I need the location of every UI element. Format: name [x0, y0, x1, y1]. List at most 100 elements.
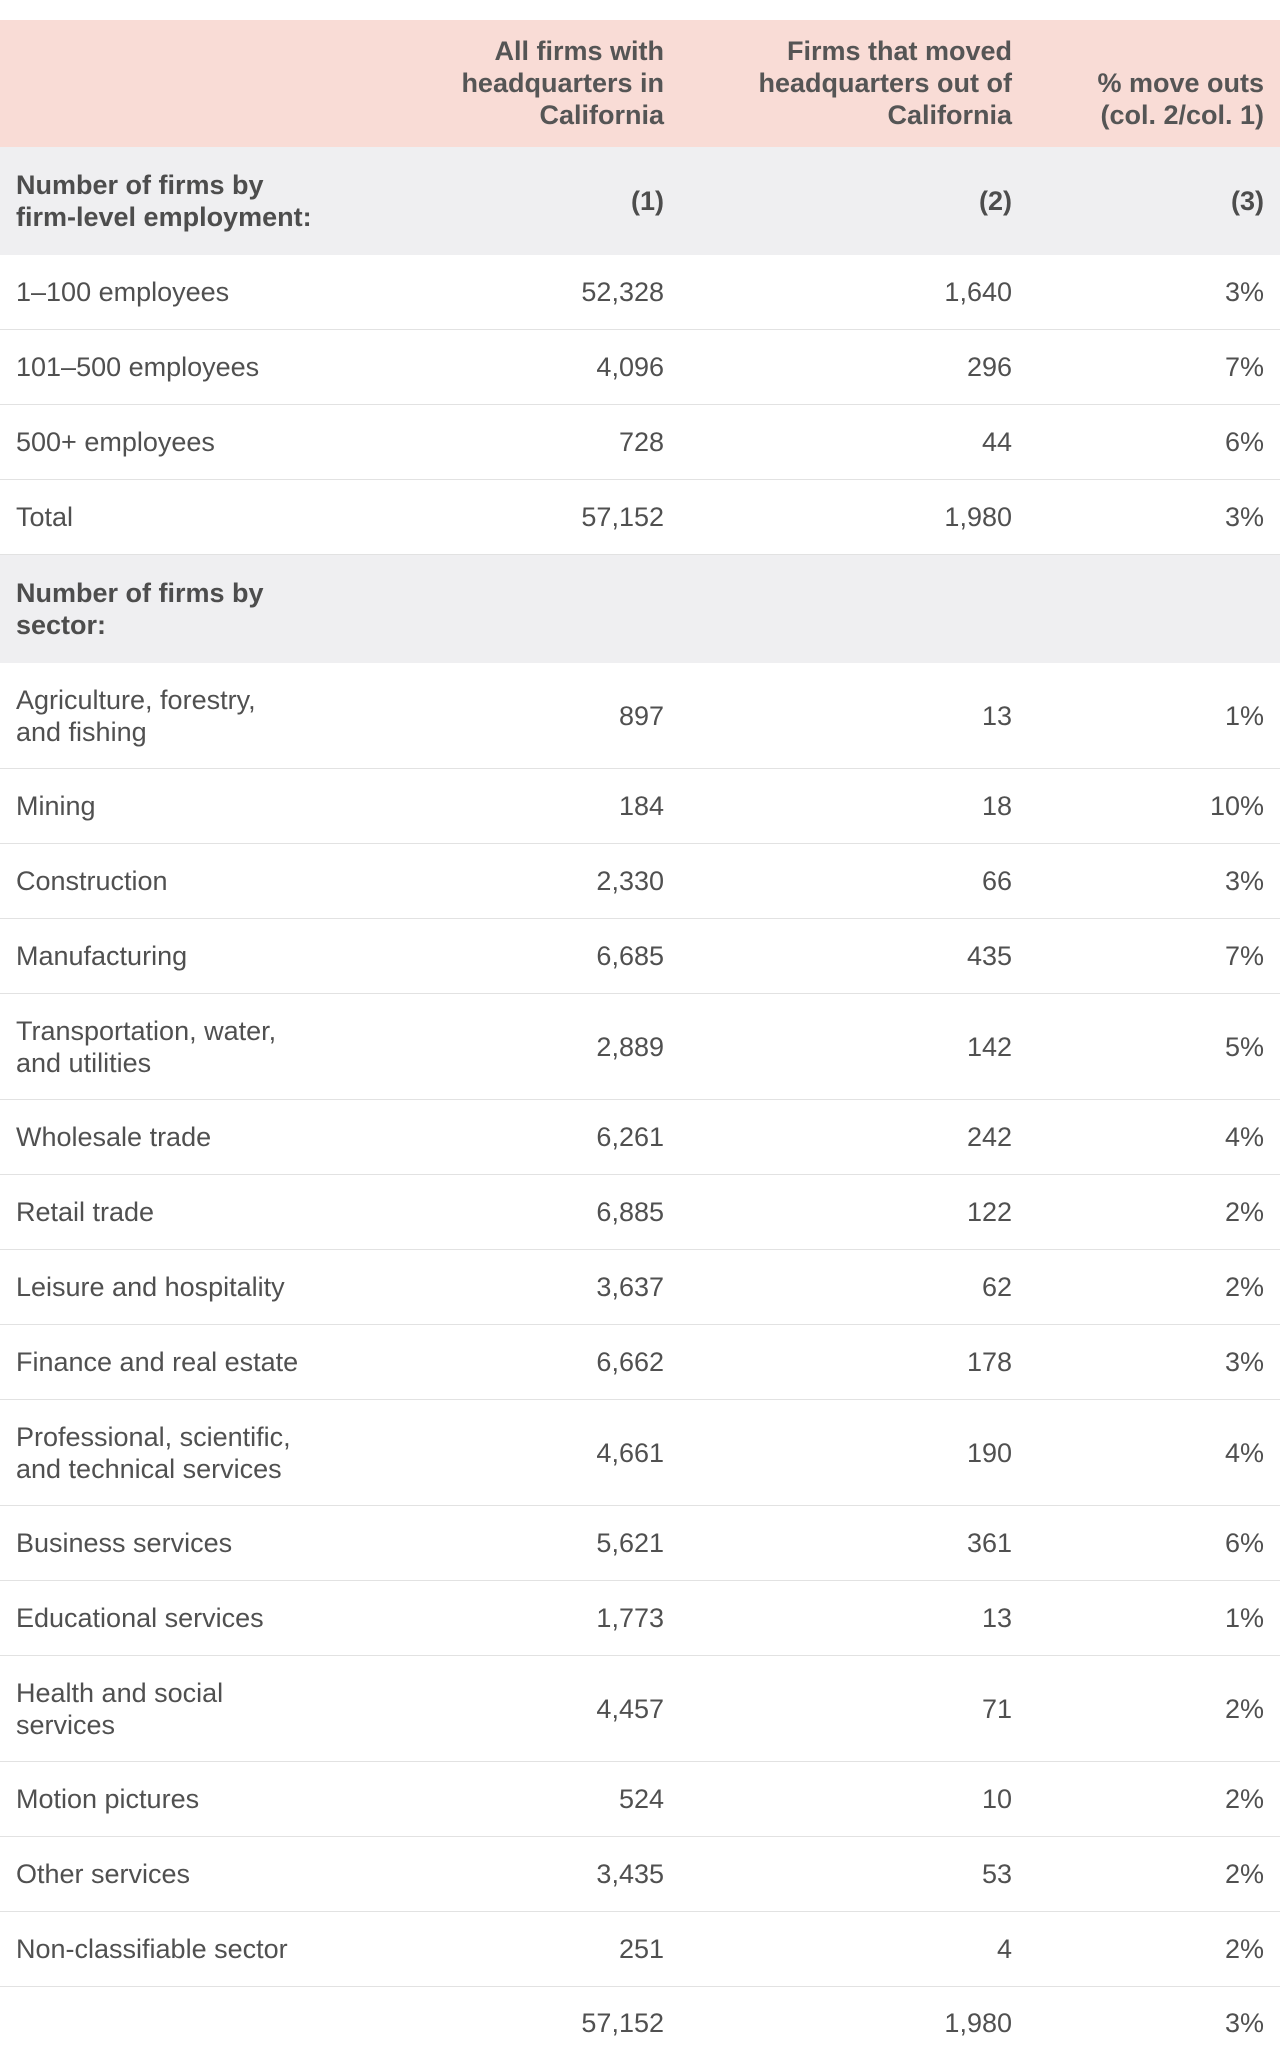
section-title-line: firm-level employment:	[16, 202, 312, 232]
row-label: Other services	[0, 1836, 350, 1912]
cell-value: 7%	[1028, 329, 1280, 405]
cell-value: 71	[680, 1655, 1028, 1762]
table-row: Leisure and hospitality 3,637 62 2%	[0, 1249, 1280, 1325]
row-label-line: and technical services	[16, 1453, 282, 1484]
row-label-line: Leisure and hospitality	[16, 1272, 285, 1302]
cell-value: 3%	[1028, 479, 1280, 555]
cell-value: 6,261	[350, 1099, 680, 1175]
column-number: (1)	[631, 186, 664, 216]
row-label: 500+ employees	[0, 404, 350, 480]
row-label: Motion pictures	[0, 1761, 350, 1837]
row-label-line: Non-classifiable sector	[16, 1934, 288, 1964]
section-title-line: Number of firms by	[16, 578, 264, 608]
row-label-line: Transportation, water,	[16, 1015, 277, 1046]
table-row: Business services 5,621 361 6%	[0, 1505, 1280, 1581]
column-number: (2)	[979, 186, 1012, 216]
row-label: 1–100 employees	[0, 255, 350, 330]
cell-value: 524	[350, 1761, 680, 1837]
cell-value: 6,662	[350, 1324, 680, 1400]
cell-value: 7%	[1028, 918, 1280, 994]
column-header-1: All firms with headquarters in California	[350, 20, 680, 147]
column-number	[680, 555, 1028, 664]
cell-value: 1,980	[680, 479, 1028, 555]
cell-value: 2%	[1028, 1911, 1280, 1987]
cell-value: 296	[680, 329, 1028, 405]
cell-value: 2%	[1028, 1249, 1280, 1325]
row-label: Transportation, water, and utilities	[0, 993, 350, 1100]
column-header-row: All firms with headquarters in California F…	[0, 20, 1280, 147]
cell-value: 57,152	[350, 479, 680, 555]
cell-value: 10%	[1028, 768, 1280, 844]
column-header-line: headquarters in	[461, 68, 664, 98]
table-row: Motion pictures 524 10 2%	[0, 1761, 1280, 1837]
table-row: Retail trade 6,885 122 2%	[0, 1174, 1280, 1250]
column-header-line: % move outs	[1097, 68, 1264, 98]
row-label-line: and utilities	[16, 1047, 152, 1078]
cell-value: 242	[680, 1099, 1028, 1175]
row-label-line: 101–500 employees	[16, 352, 260, 382]
row-label: Business services	[0, 1505, 350, 1581]
cell-value: 62	[680, 1249, 1028, 1325]
column-header-2: Firms that moved headquarters out of Calif…	[680, 20, 1028, 147]
row-label: Construction	[0, 843, 350, 919]
table-row: 101–500 employees 4,096 296 7%	[0, 329, 1280, 405]
table-row: 500+ employees 728 44 6%	[0, 404, 1280, 480]
row-label-line: Wholesale trade	[16, 1122, 212, 1152]
firm-headquarters-table: All firms with headquarters in California F…	[0, 20, 1280, 2059]
cell-value: 2,889	[350, 993, 680, 1100]
row-label-line: and fishing	[16, 716, 147, 747]
cell-value: 4,661	[350, 1399, 680, 1506]
cell-value: 4,096	[350, 329, 680, 405]
table-row: Finance and real estate 6,662 178 3%	[0, 1324, 1280, 1400]
cell-value: 3%	[1028, 255, 1280, 330]
table-row: Transportation, water, and utilities 2,889…	[0, 993, 1280, 1100]
row-label-line: Health and social	[16, 1677, 224, 1708]
column-header-line: headquarters out of	[758, 68, 1012, 98]
cell-value: 5%	[1028, 993, 1280, 1100]
row-label: 101–500 employees	[0, 329, 350, 405]
column-header-line: California	[887, 100, 1012, 130]
cell-value: 3,435	[350, 1836, 680, 1912]
cell-value: 1,773	[350, 1580, 680, 1656]
cell-value: 4%	[1028, 1099, 1280, 1175]
cell-value: 361	[680, 1505, 1028, 1581]
row-label: Leisure and hospitality	[0, 1249, 350, 1325]
cell-value: 4%	[1028, 1399, 1280, 1506]
cell-value: 190	[680, 1399, 1028, 1506]
row-label: Wholesale trade	[0, 1099, 350, 1175]
table-row: Mining 184 18 10%	[0, 768, 1280, 844]
cell-value: 10	[680, 1761, 1028, 1837]
row-label-line: Agriculture, forestry,	[16, 684, 256, 715]
cell-value: 2%	[1028, 1761, 1280, 1837]
table-row: Construction 2,330 66 3%	[0, 843, 1280, 919]
row-label-line: Manufacturing	[16, 941, 188, 971]
cell-value: 13	[680, 1580, 1028, 1656]
total-value: 57,152	[581, 2008, 664, 2038]
cell-value: 4,457	[350, 1655, 680, 1762]
cell-value: 3,637	[350, 1249, 680, 1325]
row-label: Mining	[0, 768, 350, 844]
row-label-line: 1–100 employees	[16, 277, 230, 307]
cell-value: 1,640	[680, 255, 1028, 330]
cell-value: 3%	[1028, 843, 1280, 919]
column-number	[1028, 555, 1280, 664]
cell-value: 2%	[1028, 1174, 1280, 1250]
cell-value: 6,885	[350, 1174, 680, 1250]
row-label-line: Business services	[16, 1528, 233, 1558]
row-label: Total	[0, 479, 350, 555]
cell-value: 13	[680, 663, 1028, 769]
cell-value: 251	[350, 1911, 680, 1987]
total-value: 1,980	[944, 2008, 1012, 2038]
cell-value: 2,330	[350, 843, 680, 919]
table-row: Manufacturing 6,685 435 7%	[0, 918, 1280, 994]
cell-value: 5,621	[350, 1505, 680, 1581]
row-label-line: Finance and real estate	[16, 1347, 299, 1377]
cell-value: 18	[680, 768, 1028, 844]
section-title-line: sector:	[16, 610, 107, 640]
column-header-line: (col. 2/col. 1)	[1100, 100, 1264, 130]
row-label: Manufacturing	[0, 918, 350, 994]
column-header-line: All firms with	[494, 36, 664, 66]
row-label-line: Construction	[16, 866, 168, 896]
cell-value: 435	[680, 918, 1028, 994]
cell-value: 142	[680, 993, 1028, 1100]
